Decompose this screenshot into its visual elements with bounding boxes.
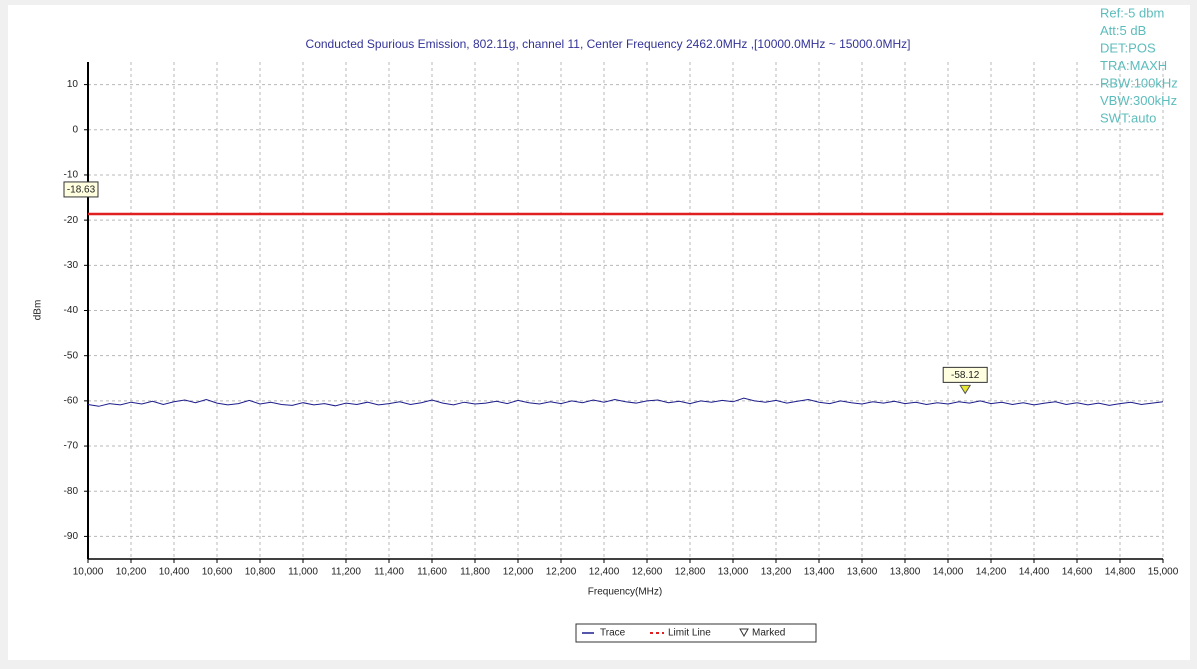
y-tick-label: -10 — [64, 170, 79, 181]
x-tick-label: 10,000 — [73, 567, 104, 578]
x-tick-label: 11,800 — [460, 567, 490, 578]
setting-text: RBW:100kHz — [1100, 75, 1178, 90]
x-tick-label: 11,200 — [331, 567, 361, 578]
marker — [959, 384, 972, 395]
legend-label: Marked — [752, 628, 785, 639]
legend-label: Limit Line — [668, 628, 711, 639]
y-tick-label: 0 — [72, 124, 78, 135]
marker-label-box — [942, 366, 988, 383]
setting-text: TRA:MAXH — [1100, 58, 1167, 73]
x-axis-label: Frequency(MHz) — [588, 587, 662, 598]
x-tick-label: 10,400 — [159, 567, 190, 578]
x-tick-label: 14,800 — [1105, 567, 1136, 578]
y-tick-label: -50 — [64, 350, 79, 361]
legend-swatch — [739, 628, 749, 638]
x-tick-label: 11,000 — [288, 567, 318, 578]
x-tick-label: 14,000 — [933, 567, 964, 578]
y-tick-label: -30 — [64, 260, 79, 271]
x-tick-label: 11,600 — [417, 567, 447, 578]
x-tick-label: 12,600 — [632, 567, 663, 578]
x-tick-label: 12,400 — [589, 567, 620, 578]
x-tick-label: 13,000 — [718, 567, 749, 578]
y-axis-label: dBm — [33, 300, 44, 321]
limit-label: -18.63 — [67, 185, 96, 196]
y-tick-label: -40 — [64, 305, 79, 316]
x-tick-label: 15,000 — [1148, 567, 1179, 578]
x-tick-label: 10,600 — [202, 567, 233, 578]
limit-label-box — [63, 181, 99, 198]
setting-text: DET:POS — [1100, 40, 1156, 55]
x-tick-label: 14,600 — [1062, 567, 1093, 578]
legend-box — [575, 623, 817, 643]
x-tick-label: 12,200 — [546, 567, 577, 578]
x-tick-label: 12,800 — [675, 567, 706, 578]
y-tick-label: -60 — [64, 396, 79, 407]
x-tick-label: 13,400 — [804, 567, 835, 578]
y-tick-label: -20 — [64, 215, 79, 226]
y-tick-label: -90 — [64, 531, 79, 542]
y-tick-label: -80 — [64, 486, 79, 497]
chart-title: Conducted Spurious Emission, 802.11g, ch… — [306, 37, 911, 51]
x-tick-label: 11,400 — [374, 567, 404, 578]
x-tick-label: 13,600 — [847, 567, 878, 578]
y-tick-label: -70 — [64, 441, 79, 452]
legend-label: Trace — [600, 628, 626, 639]
x-tick-label: 14,200 — [976, 567, 1007, 578]
setting-text: VBW:300kHz — [1100, 93, 1177, 108]
x-tick-label: 12,000 — [503, 567, 534, 578]
chart-panel — [8, 5, 1190, 660]
x-tick-label: 13,800 — [890, 567, 921, 578]
setting-text: Ref:-5 dbm — [1100, 5, 1164, 20]
trace-line — [87, 397, 1164, 407]
marker-label: -58.12 — [951, 370, 980, 381]
x-tick-label: 10,200 — [116, 567, 147, 578]
x-tick-label: 13,200 — [761, 567, 792, 578]
y-tick-label: 10 — [67, 79, 79, 90]
x-tick-label: 10,800 — [245, 567, 276, 578]
x-tick-label: 14,400 — [1019, 567, 1050, 578]
setting-text: SWT:auto — [1100, 110, 1156, 125]
setting-text: Att:5 dB — [1100, 23, 1146, 38]
